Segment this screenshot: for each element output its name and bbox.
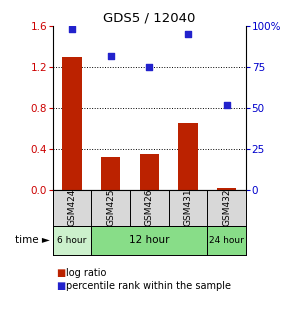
Bar [62, 57, 82, 190]
Bar [207, 226, 246, 255]
Text: GSM426: GSM426 [145, 189, 154, 226]
Point [186, 32, 190, 37]
Point [108, 53, 113, 58]
Text: GSM431: GSM431 [184, 189, 193, 227]
Bar [53, 226, 91, 255]
Text: 24 hour: 24 hour [209, 236, 244, 245]
Text: 12 hour: 12 hour [129, 235, 170, 245]
Title: GDS5 / 12040: GDS5 / 12040 [103, 12, 196, 25]
Bar [178, 123, 198, 190]
Text: time ►: time ► [15, 235, 50, 245]
Text: log ratio: log ratio [66, 268, 106, 278]
Bar [140, 154, 159, 190]
Text: percentile rank within the sample: percentile rank within the sample [66, 281, 231, 291]
Bar [91, 226, 207, 255]
Point [70, 27, 74, 32]
Text: 6 hour: 6 hour [57, 236, 87, 245]
Text: ■: ■ [56, 268, 65, 278]
Point [224, 102, 229, 107]
Text: GSM432: GSM432 [222, 189, 231, 226]
Bar [101, 157, 120, 190]
Text: ■: ■ [56, 281, 65, 291]
Bar [217, 188, 236, 190]
Text: GSM424: GSM424 [68, 189, 76, 226]
Point [147, 64, 152, 70]
Text: GSM425: GSM425 [106, 189, 115, 226]
